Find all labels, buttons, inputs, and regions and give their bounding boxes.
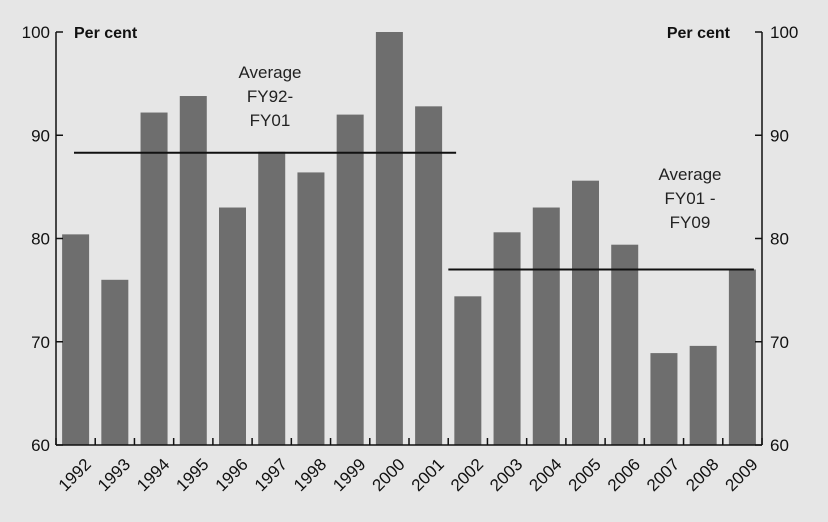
bar-2006	[611, 244, 639, 445]
left-y-tick-label-100: 100	[22, 23, 50, 42]
bar-1999	[336, 114, 364, 445]
average-label-2-line-1: Average	[658, 165, 721, 184]
right-y-tick-label-90: 90	[770, 126, 789, 145]
bar-2000	[375, 32, 403, 445]
average-lines-group: Average FY92- FY01 Average FY01 - FY09	[74, 63, 754, 271]
right-y-tick-label-70: 70	[770, 333, 789, 352]
bar-2005	[572, 180, 599, 445]
left-y-tick-label-80: 80	[31, 230, 50, 249]
average-label-1-line-1: Average	[238, 63, 301, 82]
left-axis-unit-label: Per cent	[74, 25, 138, 42]
left-y-tick-label-60: 60	[31, 436, 50, 455]
left-y-tick-label-90: 90	[31, 126, 50, 145]
average-label-2-line-2: FY01 -	[664, 189, 715, 208]
bar-2007	[650, 353, 678, 445]
bar-1996	[219, 207, 246, 445]
bar-1997	[258, 151, 286, 445]
bar-1993	[101, 279, 129, 445]
bars-group	[62, 32, 756, 446]
bar-1995	[179, 96, 207, 445]
average-label-2-line-3: FY09	[670, 213, 711, 232]
left-y-tick-label-70: 70	[31, 333, 50, 352]
bar-2001	[415, 106, 443, 445]
bar-2003	[493, 232, 521, 445]
right-y-tick-label-80: 80	[770, 230, 789, 249]
bar-1992	[62, 234, 90, 445]
bar-2002	[454, 296, 482, 445]
average-label-1-line-3: FY01	[250, 111, 291, 130]
bar-2004	[532, 207, 560, 445]
right-axis-unit-label: Per cent	[667, 25, 731, 42]
bar-2009	[728, 269, 756, 445]
average-label-1-line-2: FY92-	[247, 87, 293, 106]
bar-1998	[297, 172, 325, 446]
right-y-tick-label-100: 100	[770, 23, 798, 42]
bar-1994	[140, 112, 168, 445]
right-y-tick-label-60: 60	[770, 436, 789, 455]
bar-2008	[689, 345, 717, 445]
labels-group: Per cent Per cent	[74, 25, 731, 42]
